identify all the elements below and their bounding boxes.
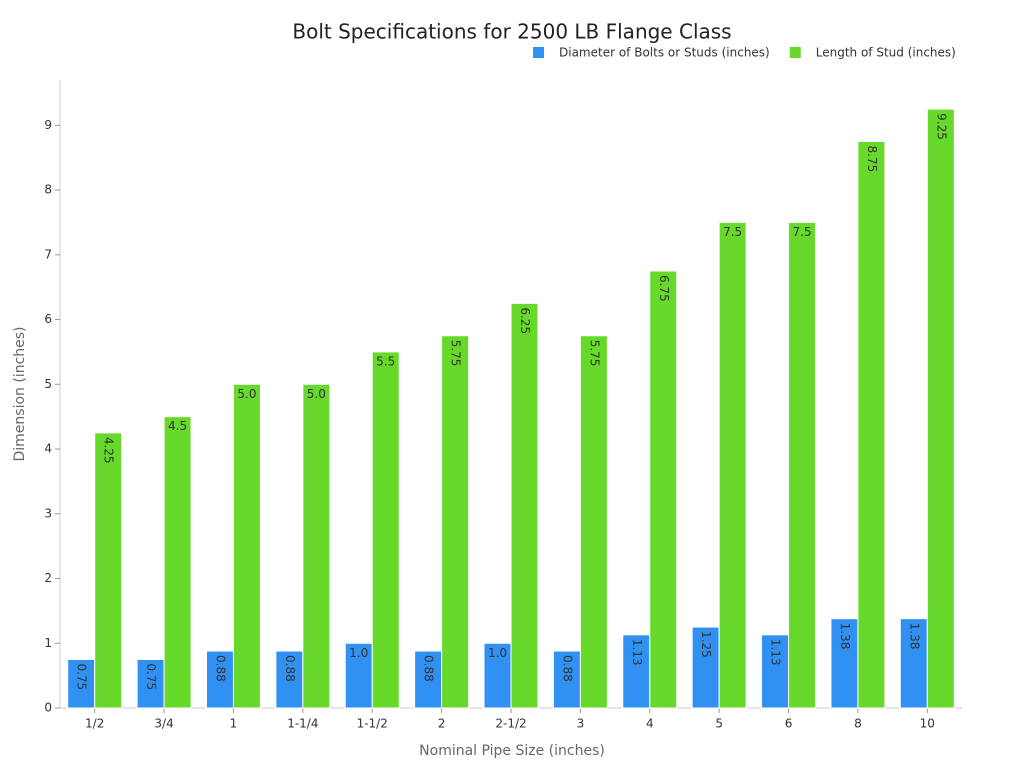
- y-tick-label: 8: [44, 183, 52, 197]
- bar: [579, 335, 608, 709]
- value-label: 5.75: [449, 340, 463, 367]
- bar: [205, 650, 234, 709]
- chart-title: Bolt Specifications for 2500 LB Flange C…: [292, 20, 731, 44]
- bar: [441, 335, 470, 709]
- x-tick-label: 5: [715, 717, 723, 731]
- x-tick-label: 3/4: [154, 717, 173, 731]
- value-label: 0.75: [75, 663, 89, 690]
- y-tick-label: 0: [44, 701, 52, 715]
- x-tick-label: 2: [438, 717, 446, 731]
- y-tick-label: 3: [44, 506, 52, 520]
- y-tick-label: 7: [44, 247, 52, 261]
- value-label: 0.88: [422, 655, 436, 682]
- y-tick-label: 4: [44, 442, 52, 456]
- y-tick-label: 6: [44, 312, 52, 326]
- x-tick-label: 4: [646, 717, 654, 731]
- x-tick-label: 2-1/2: [495, 717, 526, 731]
- value-label: 0.88: [213, 655, 227, 682]
- x-tick-label: 1: [230, 717, 238, 731]
- value-label: 1.13: [769, 639, 783, 666]
- bar: [371, 351, 400, 709]
- value-label: 4.25: [102, 437, 116, 464]
- x-tick-label: 8: [854, 717, 862, 731]
- y-tick-label: 2: [44, 571, 52, 585]
- value-label: 5.0: [237, 387, 256, 401]
- y-axis-title: Dimension (inches): [12, 326, 28, 461]
- x-tick-label: 3: [577, 717, 585, 731]
- value-label: 1.13: [630, 639, 644, 666]
- bar: [163, 416, 192, 709]
- value-label: 0.88: [560, 655, 574, 682]
- x-tick-label: 1/2: [85, 717, 104, 731]
- value-label: 8.75: [865, 146, 879, 173]
- bar: [302, 383, 331, 709]
- value-label: 5.5: [376, 354, 395, 368]
- bar: [649, 270, 678, 709]
- x-tick-label: 1-1/2: [357, 717, 388, 731]
- bar: [857, 141, 886, 709]
- x-tick-label: 10: [920, 717, 935, 731]
- bar: [94, 432, 123, 709]
- bar: [552, 650, 581, 709]
- bar: [232, 383, 261, 709]
- value-label: 7.5: [723, 225, 742, 239]
- value-label: 9.25: [934, 113, 948, 140]
- value-label: 4.5: [168, 419, 187, 433]
- value-label: 1.38: [907, 623, 921, 650]
- bar: [414, 650, 443, 709]
- value-label: 1.25: [699, 631, 713, 658]
- bar: [830, 618, 859, 709]
- x-tick-label: 1-1/4: [287, 717, 318, 731]
- bar: [483, 642, 512, 709]
- bar: [510, 302, 539, 709]
- value-label: 6.25: [518, 307, 532, 334]
- value-label: 1.0: [488, 646, 507, 660]
- value-label: 5.75: [587, 340, 601, 367]
- bar: [691, 626, 720, 709]
- x-axis-title: Nominal Pipe Size (inches): [419, 743, 605, 759]
- y-tick-label: 1: [44, 636, 52, 650]
- legend: Diameter of Bolts or Studs (inches) Lengt…: [533, 46, 956, 60]
- value-label: 0.75: [144, 663, 158, 690]
- bar: [718, 221, 747, 709]
- bar: [899, 618, 928, 709]
- y-tick-label: 9: [44, 118, 52, 132]
- value-label: 1.38: [838, 623, 852, 650]
- x-tick-label: 6: [785, 717, 793, 731]
- bar: [622, 634, 651, 709]
- value-label: 0.88: [283, 655, 297, 682]
- legend-swatch: [533, 47, 544, 58]
- y-tick-label: 5: [44, 377, 52, 391]
- value-label: 1.0: [349, 646, 368, 660]
- legend-swatch: [789, 47, 801, 58]
- legend-label: Diameter of Bolts or Studs (inches): [559, 46, 770, 60]
- bar: [761, 634, 790, 709]
- bar: [788, 221, 817, 709]
- value-label: 7.5: [792, 225, 811, 239]
- bar: [926, 108, 955, 709]
- value-label: 5.0: [307, 387, 326, 401]
- value-label: 6.75: [657, 275, 671, 302]
- legend-label: Length of Stud (inches): [816, 46, 956, 60]
